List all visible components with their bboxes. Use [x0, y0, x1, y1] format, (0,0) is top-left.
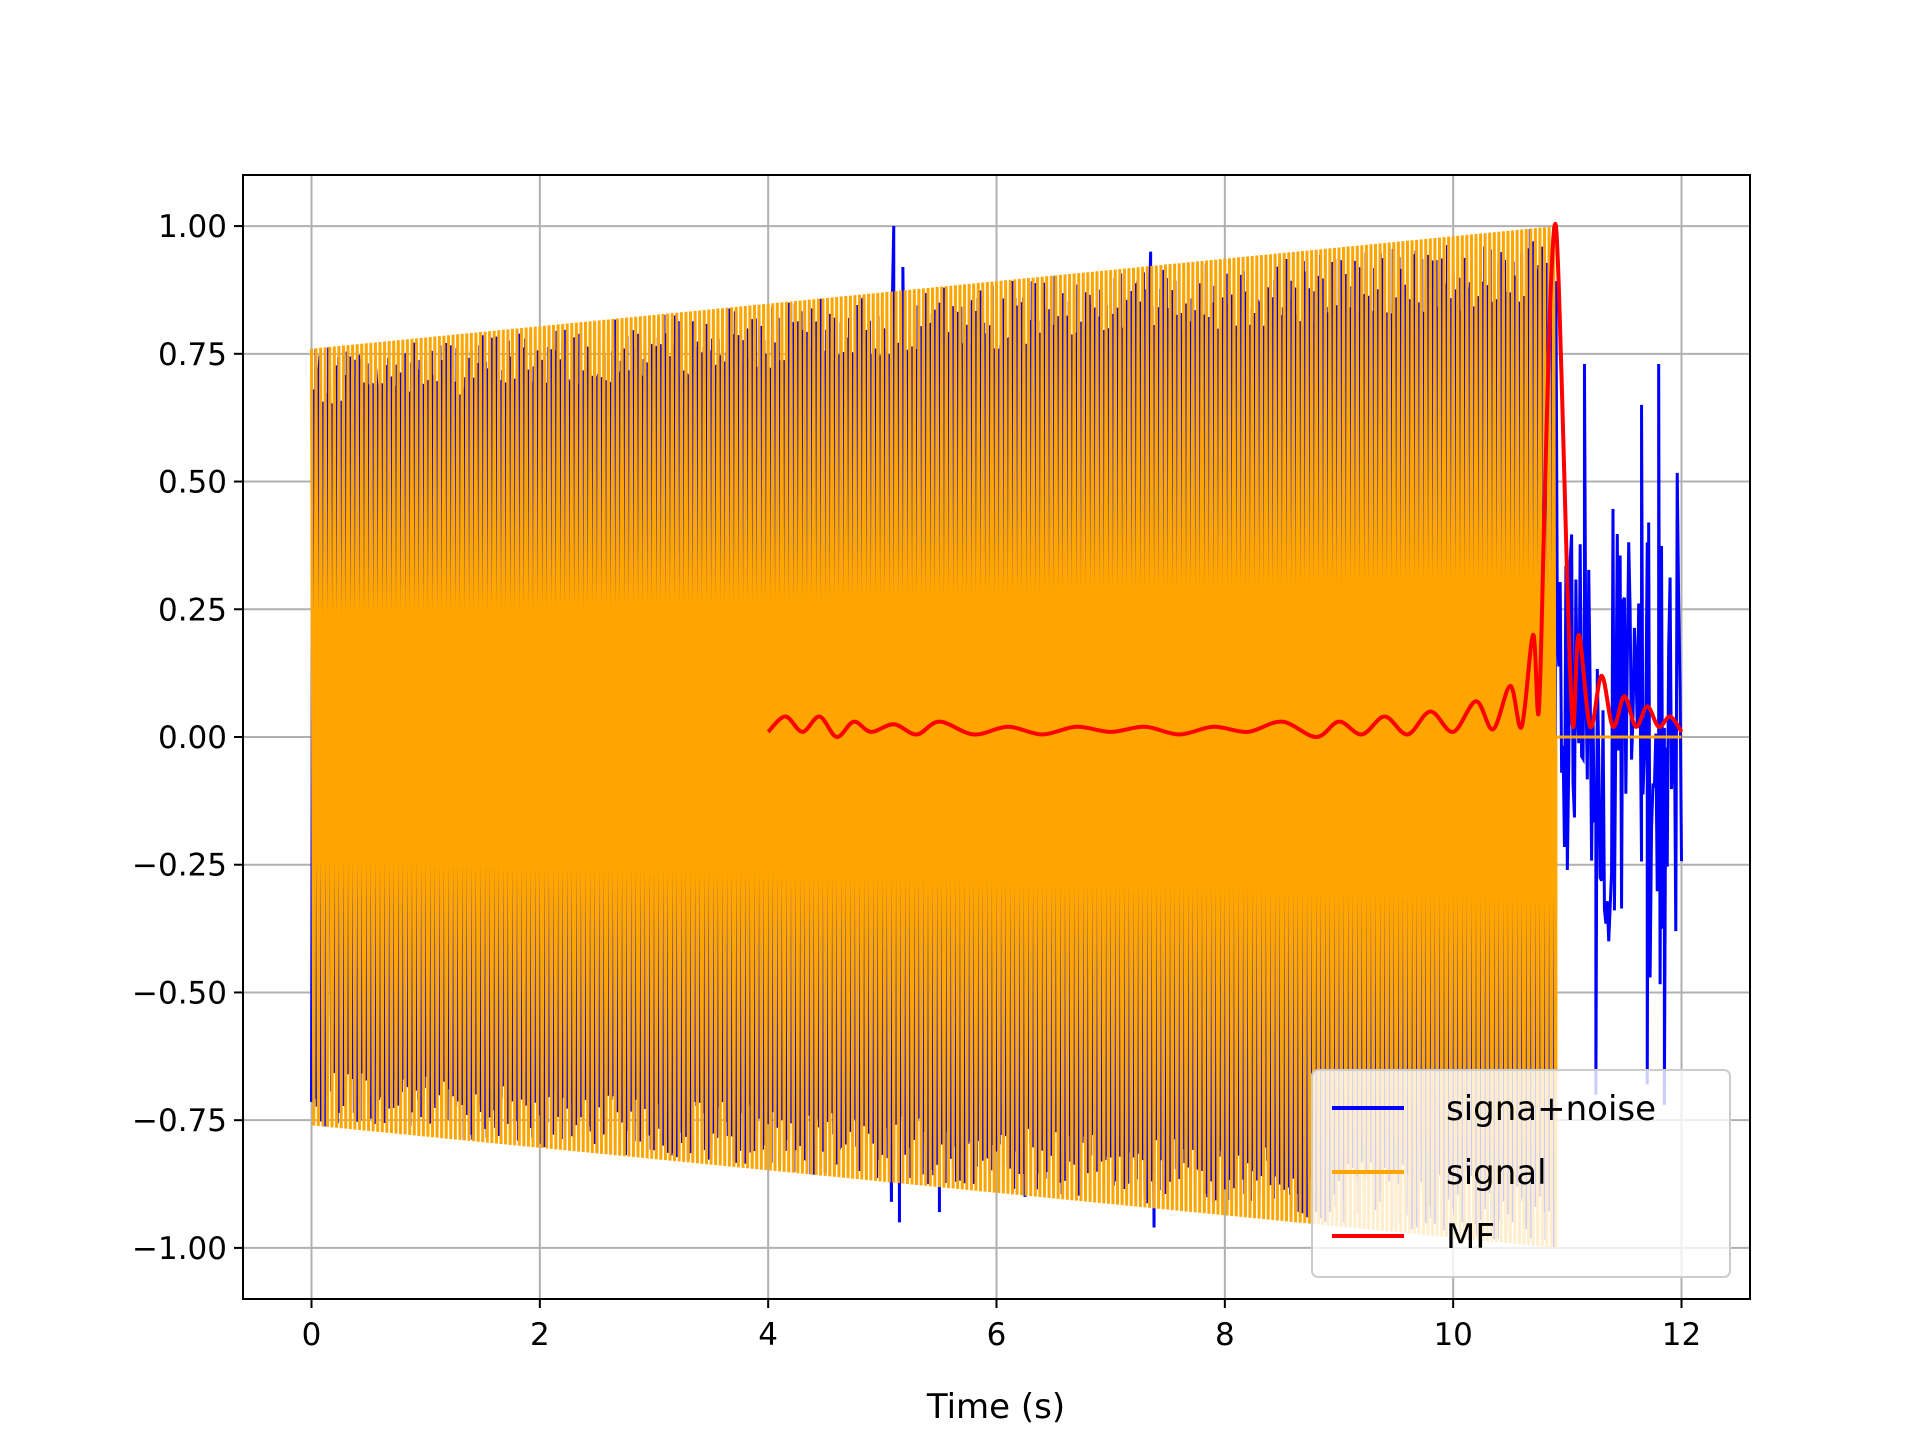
legend-box: [1311, 1069, 1731, 1278]
y-tick-label: −0.75: [132, 1103, 227, 1139]
y-tick-label: 1.00: [158, 209, 227, 245]
x-tick-label: 12: [1662, 1317, 1701, 1353]
legend-label: signal: [1446, 1153, 1547, 1193]
x-tick-label: 2: [530, 1317, 550, 1353]
y-tick-label: −0.25: [132, 848, 227, 884]
y-tick-label: 0.25: [158, 592, 227, 628]
x-axis: 0 2 4 6 8 10 12: [302, 1299, 1701, 1353]
legend: signa+noise signal MF: [1311, 1069, 1731, 1278]
x-tick-label: 8: [1215, 1317, 1235, 1353]
x-tick-label: 0: [302, 1317, 322, 1353]
y-tick-label: 0.75: [158, 337, 227, 373]
x-tick-label: 10: [1433, 1317, 1472, 1353]
series-layer: [310, 221, 1684, 1248]
y-tick-label: −1.00: [132, 1231, 227, 1267]
y-tick-label: −0.50: [132, 975, 227, 1011]
series-line-signal: [310, 226, 1682, 1248]
y-tick-label: 0.50: [158, 465, 227, 501]
x-tick-label: 6: [987, 1317, 1007, 1353]
x-axis-title: Time (s): [926, 1387, 1065, 1427]
legend-label: MF: [1446, 1217, 1495, 1257]
y-axis: 1.00 0.75 0.50 0.25 0.00 −0.25 −0.50 −0.75 −1.00: [132, 209, 243, 1267]
series-line-mf: [766, 221, 1684, 740]
y-tick-label: 0.00: [158, 720, 227, 756]
x-tick-label: 4: [758, 1317, 778, 1353]
legend-label: signa+noise: [1446, 1089, 1656, 1129]
